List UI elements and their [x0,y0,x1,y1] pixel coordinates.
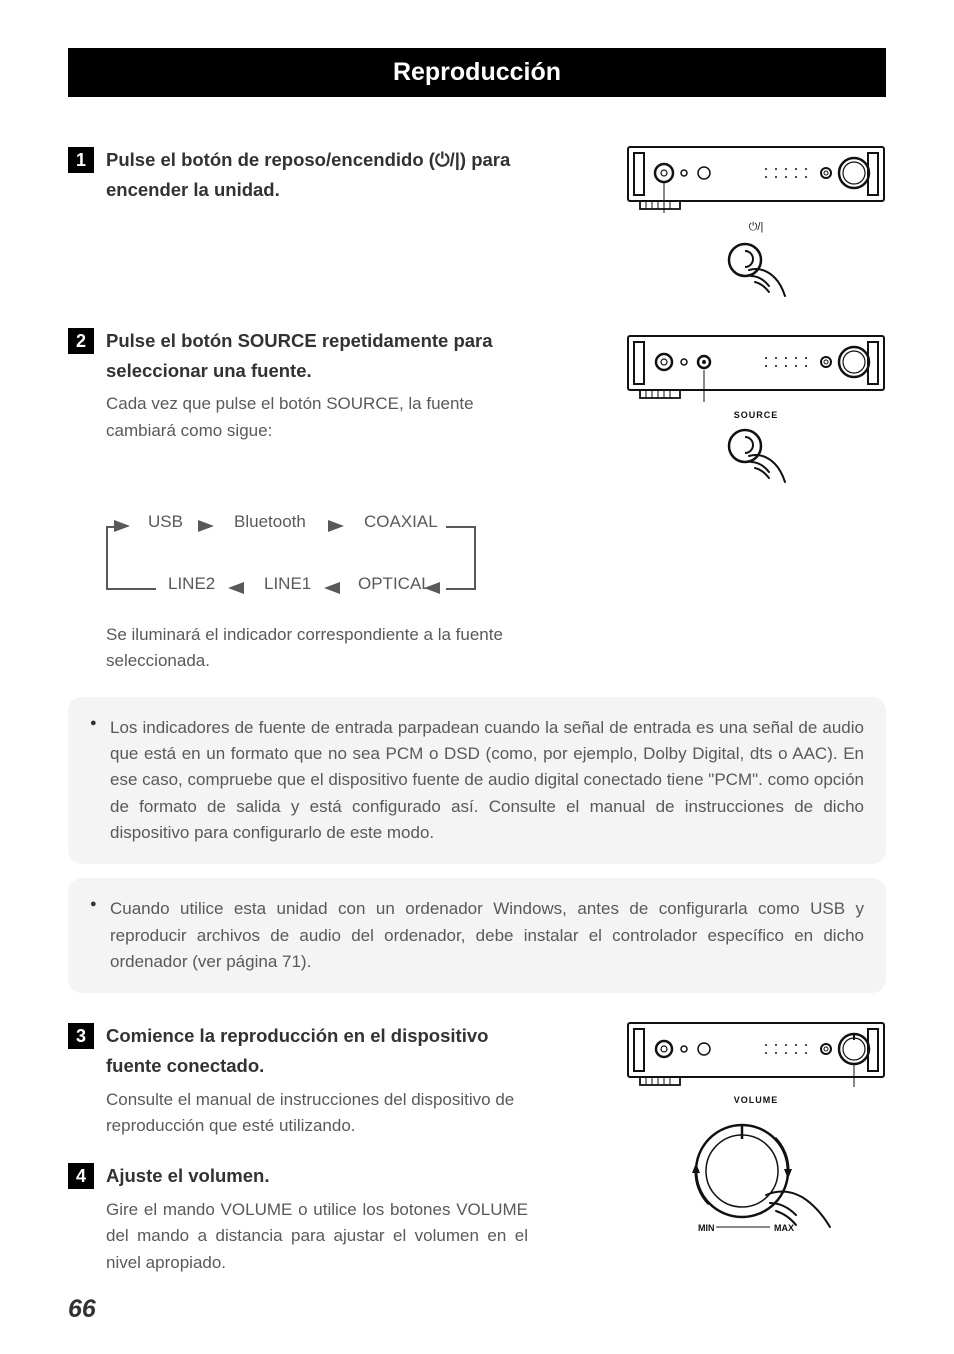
power-label: ⏻/| [749,221,764,234]
flow-usb: USB [148,512,183,532]
step-1-text: 1 Pulse el botón de reposo/encendido (⏻/… [68,145,528,204]
source-flow-diagram: USB Bluetooth COAXIAL OPTICAL LINE1 LINE… [106,516,506,608]
volume-label: VOLUME [734,1095,779,1105]
step-number-2: 2 [68,328,94,354]
page-title-bar: Reproducción [68,48,886,97]
device-front-icon [626,334,886,404]
note-1-text: Los indicadores de fuente de entrada par… [90,715,864,847]
device-front-volume-icon [626,1021,886,1091]
step-1-illustration: ⏻/| [626,145,886,302]
device-front-icon [626,145,886,215]
step-2-text: 2 Pulse el botón SOURCE repetidamente pa… [68,326,528,444]
step-number-4: 4 [68,1163,94,1189]
note-box-1: Los indicadores de fuente de entrada par… [68,697,886,865]
min-label: MIN [698,1223,715,1233]
step-2-after-text: Se iluminará el indicador correspondient… [106,622,536,675]
step-2-illustration: SOURCE [626,334,886,488]
step-number-1: 1 [68,147,94,173]
source-label: SOURCE [734,410,779,420]
step-3-illustration: VOLUME MIN MAX [626,1021,886,1239]
step-2-section: 2 Pulse el botón SOURCE repetidamente pa… [68,326,886,488]
page-number: 66 [68,1295,96,1324]
flow-optical: OPTICAL [358,574,431,594]
flow-line1: LINE1 [264,574,311,594]
step-3-subtext: Consulte el manual de instrucciones del … [106,1087,528,1140]
step-2-heading: Pulse el botón SOURCE repetidamente para… [106,326,528,385]
step-3-heading: Comience la reproducción en el dispositi… [106,1021,528,1080]
power-symbol-inline: ⏻/| [435,149,460,170]
note-box-2: Cuando utilice esta unidad con un ordena… [68,878,886,993]
step-3-4-section: 3 Comience la reproducción en el disposi… [68,1021,886,1276]
note-2-text: Cuando utilice esta unidad con un ordena… [90,896,864,975]
hand-press-icon [721,240,791,302]
step-4-heading: Ajuste el volumen. [106,1161,528,1191]
volume-knob-icon: MIN MAX [666,1109,846,1239]
max-label: MAX [774,1223,794,1233]
flow-bluetooth: Bluetooth [234,512,306,532]
step-1-section: 1 Pulse el botón de reposo/encendido (⏻/… [68,145,886,302]
flow-line2: LINE2 [168,574,215,594]
hand-press-icon [721,426,791,488]
step-4-subtext: Gire el mando VOLUME o utilice los boton… [106,1197,528,1276]
step-number-3: 3 [68,1023,94,1049]
flow-coaxial: COAXIAL [364,512,438,532]
step-1-heading-before: Pulse el botón de reposo/encendido ( [106,149,435,170]
step-3-4-text: 3 Comience la reproducción en el disposi… [68,1021,528,1276]
step-2-subtext: Cada vez que pulse el botón SOURCE, la f… [106,391,528,444]
